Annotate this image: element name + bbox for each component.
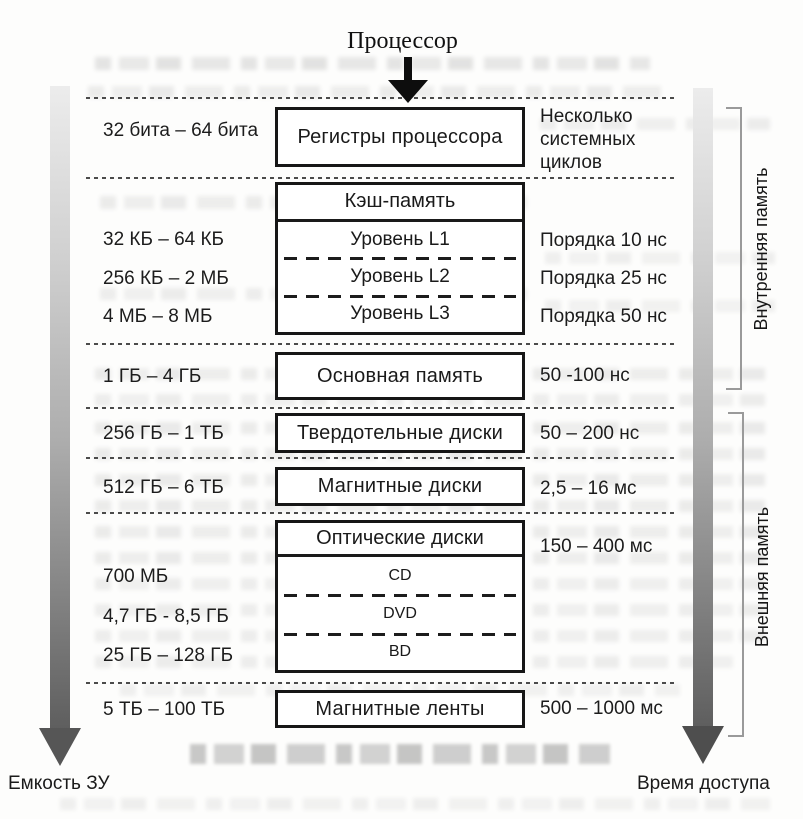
bleed-through-band [60, 798, 770, 810]
processor-arrowhead-icon [388, 80, 428, 103]
time-cache-l2: Порядка 25 нс [540, 268, 667, 289]
optical-divider [284, 632, 516, 636]
time-axis-arrowhead-icon [682, 726, 724, 764]
internal-memory-bracket [726, 107, 742, 390]
time-tapes: 500 – 1000 мс [540, 698, 663, 719]
external-memory-label: Внешняя память [751, 506, 772, 648]
optical-dvd-label: DVD [383, 605, 417, 623]
bleed-through-band [545, 252, 775, 264]
optical-box: Оптические диски CD DVD BD [275, 520, 525, 673]
cache-l1-row: Уровень L1 [278, 222, 522, 261]
capacity-axis-arrow-icon [50, 86, 70, 730]
level-separator [86, 407, 675, 409]
capacity-cache-l1: 32 КБ – 64 КБ [103, 229, 225, 250]
main-memory-title: Основная память [316, 364, 484, 387]
time-axis-arrow-icon [693, 88, 713, 728]
bleed-through-band [88, 86, 668, 98]
tapes-box: Магнитные ленты [275, 690, 525, 728]
capacity-ssd: 256 ГБ – 1 ТБ [103, 423, 224, 444]
cache-divider [284, 257, 516, 261]
level-separator [86, 177, 675, 179]
optical-cd-row: CD [278, 557, 522, 598]
tapes-title: Магнитные ленты [315, 697, 485, 720]
optical-divider [284, 594, 516, 598]
capacity-bd: 25 ГБ – 128 ГБ [103, 645, 234, 666]
external-memory-bracket [728, 412, 744, 737]
ssd-title: Твердотельные диски [296, 421, 504, 444]
cache-l2-label: Уровень L2 [350, 265, 450, 287]
bleed-through-band [190, 744, 610, 764]
time-registers: Несколько системных циклов [540, 106, 636, 173]
capacity-axis-arrowhead-icon [39, 728, 81, 766]
time-axis-label: Время доступа [637, 773, 770, 794]
bleed-through-band [95, 57, 650, 70]
optical-cd-label: CD [388, 566, 412, 584]
optical-bd-label: BD [388, 642, 412, 660]
level-separator [86, 97, 675, 99]
cache-l3-row: Уровень L3 [278, 296, 522, 332]
optical-bd-row: BD [278, 634, 522, 670]
level-separator [86, 343, 675, 345]
time-hdd: 2,5 – 16 мс [540, 478, 637, 499]
optical-title: Оптические диски [278, 523, 522, 557]
internal-memory-label: Внутренняя память [750, 167, 771, 331]
time-main-memory: 50 -100 нс [540, 365, 630, 386]
capacity-cache-l2: 256 КБ – 2 МБ [103, 268, 229, 289]
processor-arrow-icon [404, 57, 412, 83]
cache-l2-row: Уровень L2 [278, 258, 522, 298]
time-optical: 150 – 400 мс [540, 536, 653, 557]
main-memory-box: Основная память [275, 352, 525, 400]
bleed-through-band [545, 300, 775, 312]
capacity-hdd: 512 ГБ – 6 ТБ [103, 477, 224, 498]
hdd-title: Магнитные диски [317, 475, 483, 497]
cache-l1-label: Уровень L1 [350, 228, 450, 250]
capacity-registers: 32 бита – 64 бита [103, 120, 259, 141]
registers-box: Регистры процессора [275, 107, 525, 167]
capacity-dvd: 4,7 ГБ - 8,5 ГБ [103, 606, 229, 627]
cache-l3-label: Уровень L3 [350, 302, 450, 324]
cache-box: Кэш-память Уровень L1 Уровень L2 Уровень… [275, 182, 525, 335]
cache-title: Кэш-память [278, 185, 522, 222]
capacity-main-memory: 1 ГБ – 4 ГБ [103, 366, 202, 387]
hdd-box: Магнитные диски [275, 467, 525, 506]
processor-label: Процессор [347, 28, 458, 54]
level-separator [86, 457, 675, 459]
bleed-through-band [95, 394, 765, 406]
registers-title: Регистры процессора [297, 125, 503, 148]
optical-dvd-row: DVD [278, 595, 522, 636]
ssd-box: Твердотельные диски [275, 413, 525, 453]
time-ssd: 50 – 200 нс [540, 423, 640, 444]
level-separator [86, 512, 675, 514]
bleed-through-band [95, 500, 765, 512]
time-cache-l1: Порядка 10 нс [540, 230, 667, 251]
level-separator [86, 682, 675, 684]
capacity-tapes: 5 ТБ – 100 ТБ [103, 699, 226, 720]
capacity-cd: 700 МБ [103, 566, 169, 587]
time-cache-l3: Порядка 50 нс [540, 306, 667, 327]
capacity-axis-label: Емкость ЗУ [8, 773, 110, 794]
capacity-cache-l3: 4 МБ – 8 МБ [103, 306, 213, 327]
cache-divider [284, 294, 516, 298]
